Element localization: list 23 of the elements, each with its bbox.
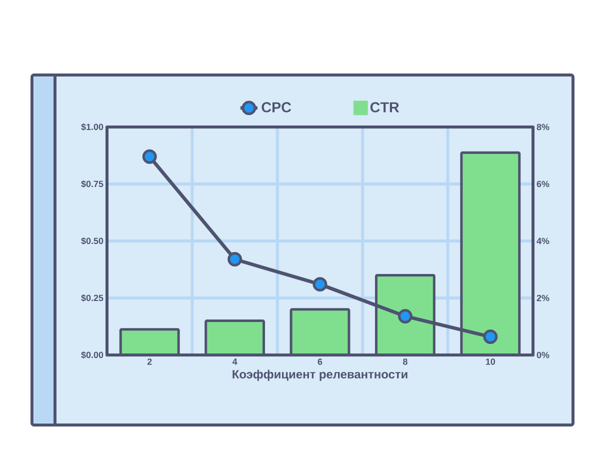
y2-tick-label: 0% (536, 352, 550, 358)
y2-tick-label: 4% (536, 238, 550, 244)
legend-label: CTR (370, 102, 400, 112)
y2-tick-label: 8% (536, 124, 550, 130)
x-axis-title: Коэффициент релевантности (232, 370, 408, 381)
legend-label: CPC (262, 102, 292, 112)
y-tick-label: $0.25 (81, 294, 104, 302)
y2-tick-label: 6% (536, 180, 550, 188)
x-tick-label: 6 (318, 358, 322, 365)
y2-tick-label: 2% (536, 294, 550, 302)
y-tick-label: $0.75 (81, 180, 104, 188)
point (483, 330, 498, 344)
y-tick-label: $1.00 (81, 123, 104, 131)
x-tick-label: 8 (402, 358, 408, 365)
x-tick-label: 10 (486, 358, 496, 365)
point (398, 309, 412, 324)
point (228, 252, 242, 266)
point (312, 277, 328, 292)
x-tick-label: 2 (147, 358, 152, 365)
x-tick-label: 4 (232, 358, 238, 365)
y-tick-label: $0.00 (81, 351, 104, 359)
point (142, 149, 157, 164)
y-tick-label: $0.50 (81, 237, 104, 245)
